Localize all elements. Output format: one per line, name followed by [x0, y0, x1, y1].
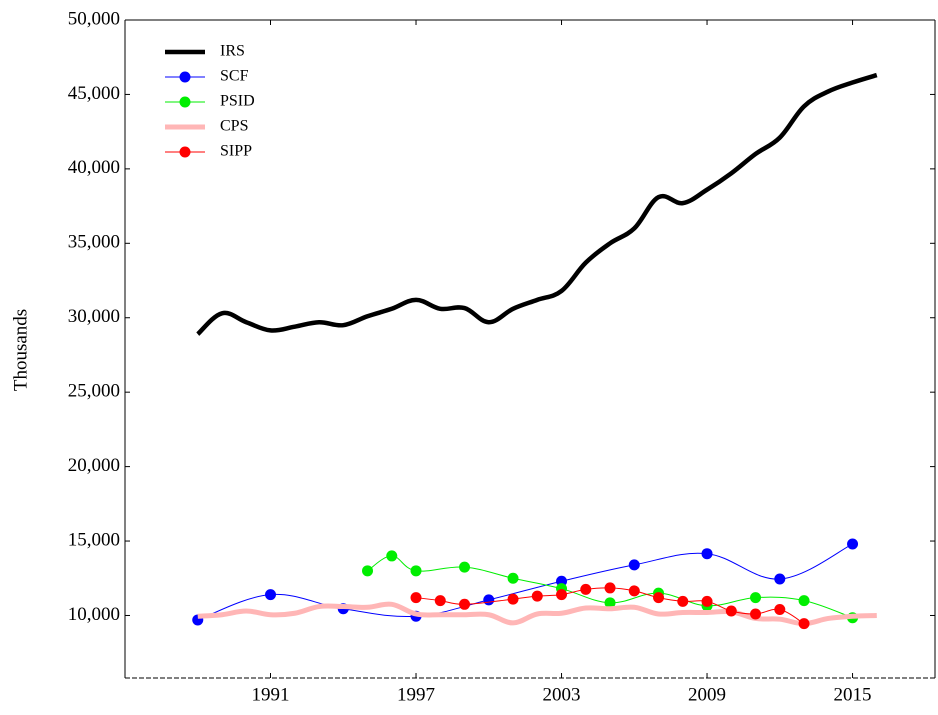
point	[507, 593, 519, 605]
y-tick-label: 15,000	[68, 529, 120, 550]
legend-label: CPS	[220, 118, 248, 135]
legend-label: SIPP	[220, 143, 252, 160]
point	[483, 594, 495, 606]
y-tick-label: 20,000	[68, 455, 120, 476]
legend-label: IRS	[220, 43, 245, 60]
series-line	[415, 587, 805, 625]
point	[580, 583, 592, 595]
y-axis-label: Thousands	[10, 309, 31, 391]
point	[798, 618, 810, 630]
legend-label: PSID	[220, 93, 255, 110]
point	[434, 595, 446, 607]
x-tick-label: 2003	[543, 684, 581, 705]
point	[677, 595, 689, 607]
y-tick-label: 10,000	[68, 604, 120, 625]
point	[725, 605, 737, 617]
point	[265, 589, 277, 601]
point	[507, 572, 519, 584]
point	[701, 548, 713, 560]
legend-marker	[179, 146, 191, 158]
legend-marker	[179, 71, 191, 83]
y-tick-label: 35,000	[68, 232, 120, 253]
legend-label: SCF	[220, 68, 249, 85]
y-tick-label: 40,000	[68, 157, 120, 178]
point	[798, 595, 810, 607]
x-tick-label: 2009	[688, 684, 726, 705]
x-tick-label: 1991	[252, 684, 290, 705]
point	[653, 592, 665, 604]
point	[386, 550, 398, 562]
legend-marker	[179, 96, 191, 108]
y-tick-label: 30,000	[68, 306, 120, 327]
x-tick-label: 1997	[397, 684, 435, 705]
point	[410, 565, 422, 577]
y-tick-label: 45,000	[68, 83, 120, 104]
point	[459, 561, 471, 573]
series-line	[196, 72, 878, 336]
point	[750, 592, 762, 604]
x-tick-label: 2015	[834, 684, 872, 705]
point	[701, 595, 713, 607]
point	[774, 604, 786, 616]
point	[410, 592, 422, 604]
point	[531, 590, 543, 602]
series-line	[197, 543, 853, 621]
point	[628, 585, 640, 597]
legend: IRS SCF PSID CPS SIPP	[165, 43, 255, 160]
series-line	[197, 601, 877, 627]
point	[774, 573, 786, 585]
point	[604, 582, 616, 594]
point	[556, 589, 568, 601]
point	[847, 538, 859, 550]
point	[459, 598, 471, 610]
point	[628, 559, 640, 571]
y-tick-label: 50,000	[68, 8, 120, 29]
point	[750, 608, 762, 620]
y-tick-label: 25,000	[68, 381, 120, 402]
point	[604, 597, 616, 609]
point	[362, 565, 374, 577]
